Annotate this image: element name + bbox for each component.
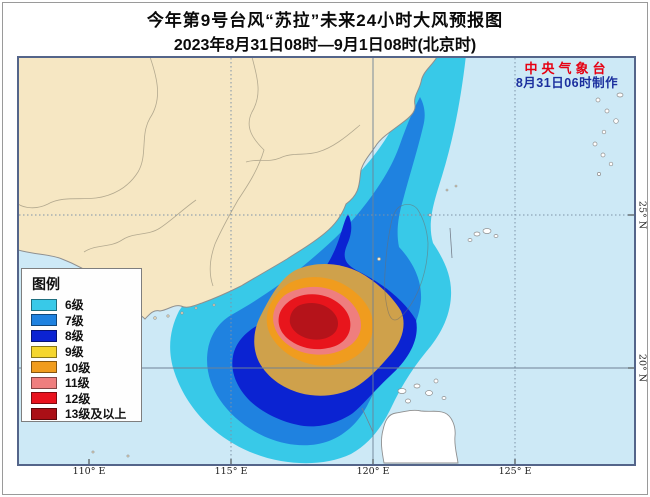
agency-issue-time: 8月31日06时制作: [515, 76, 619, 90]
legend-swatch-9: [31, 345, 57, 358]
boundary-lines: [361, 227, 453, 433]
legend-swatch-7: [31, 314, 57, 327]
legend-label-12: 12级: [65, 391, 91, 406]
legend-title: 图例: [32, 276, 60, 292]
xtick-125e: 125° E: [498, 466, 532, 477]
legend-item-12: 12级: [22, 391, 141, 407]
legend-swatch-12: [31, 392, 57, 405]
page-title: 今年第9号台风“苏拉”未来24小时大风预报图: [146, 11, 504, 30]
legend-item-10: 10级: [22, 359, 141, 375]
legend-item-8: 8级: [22, 328, 141, 344]
legend-label-6: 6级: [65, 298, 84, 313]
wind-legend: 图例 6级 7级 8级 9级 10级 11级 12级: [21, 268, 142, 422]
agency-name: 中央气象台: [524, 61, 610, 76]
yaeyama-islets: [428, 213, 499, 242]
legend-item-7: 7级: [22, 313, 141, 329]
ytick-25n: 25° N: [636, 200, 648, 230]
legend-label-7: 7级: [65, 313, 84, 328]
map-border: [17, 56, 636, 466]
luzon-island: [381, 409, 459, 464]
xtick-115e: 115° E: [214, 466, 248, 477]
legend-item-11: 11级: [22, 375, 141, 391]
province-boundaries: [18, 57, 361, 287]
legend-label-8: 8级: [65, 329, 84, 344]
legend-label-13: 13级及以上: [65, 407, 127, 422]
agency-stamp: 中央气象台 8月31日06时制作: [498, 61, 636, 91]
legend-label-9: 9级: [65, 345, 84, 360]
legend-swatch-10: [31, 361, 57, 374]
legend-swatch-8: [31, 329, 57, 342]
legend-swatch-6: [31, 298, 57, 311]
legend-item-6: 6级: [22, 297, 141, 313]
legend-item-9: 9级: [22, 344, 141, 360]
ryukyu-islets: [592, 92, 624, 176]
taiwan-outline: [384, 203, 429, 321]
legend-label-10: 10级: [65, 360, 91, 375]
babuyan-islets: [397, 378, 447, 404]
coastal-islets: [91, 184, 458, 458]
legend-label-11: 11级: [65, 376, 90, 391]
legend-item-13: 13级及以上: [22, 406, 141, 422]
page-subtitle: 2023年8月31日08时—9月1日08时(北京时): [173, 37, 477, 54]
wind-area-level13: [289, 302, 339, 340]
ytick-20n: 20° N: [636, 353, 648, 383]
xtick-120e: 120° E: [356, 466, 390, 477]
xtick-110e: 110° E: [72, 466, 106, 477]
legend-swatch-11: [31, 376, 57, 389]
legend-swatch-13: [31, 407, 57, 420]
